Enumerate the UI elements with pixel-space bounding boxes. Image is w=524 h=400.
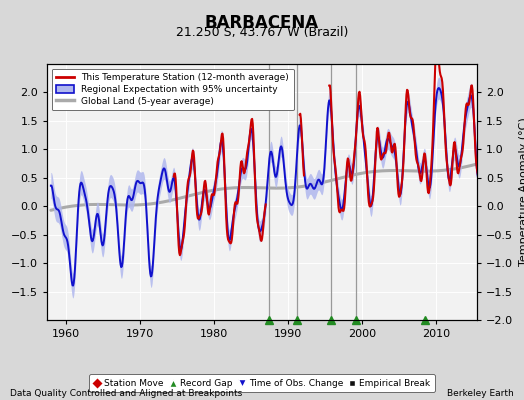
Text: Berkeley Earth: Berkeley Earth <box>447 389 514 398</box>
Text: 21.250 S, 43.767 W (Brazil): 21.250 S, 43.767 W (Brazil) <box>176 26 348 39</box>
Text: Data Quality Controlled and Aligned at Breakpoints: Data Quality Controlled and Aligned at B… <box>10 389 243 398</box>
Y-axis label: Temperature Anomaly (°C): Temperature Anomaly (°C) <box>519 118 524 266</box>
Legend: Station Move, Record Gap, Time of Obs. Change, Empirical Break: Station Move, Record Gap, Time of Obs. C… <box>89 374 435 392</box>
Text: BARBACENA: BARBACENA <box>205 14 319 32</box>
